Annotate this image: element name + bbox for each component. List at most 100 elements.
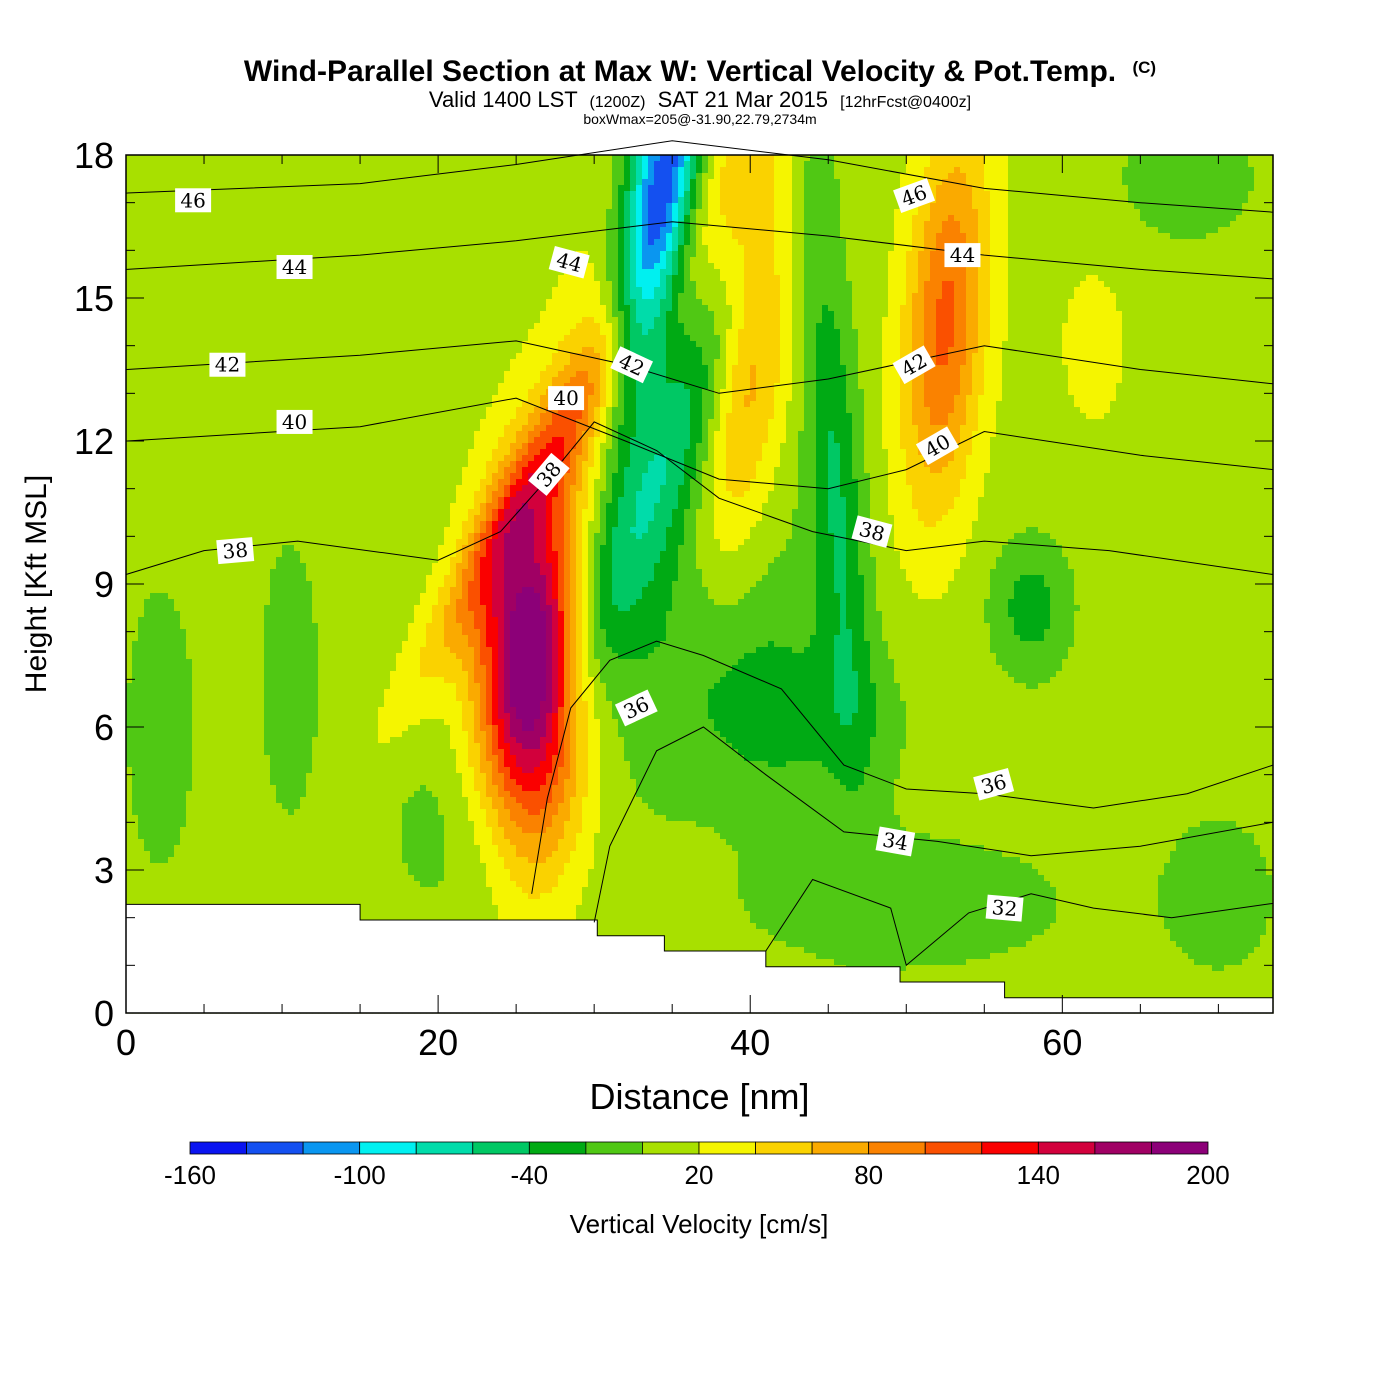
- velocity-cell: [720, 155, 727, 162]
- velocity-cell: [1140, 185, 1147, 192]
- velocity-cell: [612, 203, 619, 210]
- velocity-cell: [942, 161, 949, 168]
- velocity-cell: [444, 155, 451, 162]
- velocity-cell: [780, 203, 787, 210]
- velocity-cell: [684, 155, 691, 162]
- velocity-cell: [744, 173, 751, 180]
- velocity-cell: [354, 173, 361, 180]
- velocity-cell: [594, 191, 601, 198]
- velocity-cell: [1074, 179, 1081, 186]
- velocity-cell: [294, 191, 301, 198]
- velocity-cell: [978, 203, 985, 210]
- velocity-cell: [642, 197, 649, 204]
- velocity-cell: [588, 173, 595, 180]
- velocity-cell: [1086, 185, 1093, 192]
- velocity-cell: [864, 167, 871, 174]
- velocity-cell: [1194, 185, 1201, 192]
- velocity-cell: [216, 191, 223, 198]
- velocity-cell: [1008, 161, 1015, 168]
- velocity-cell: [1008, 155, 1015, 162]
- velocity-cell: [636, 161, 643, 168]
- velocity-cell: [144, 161, 151, 168]
- velocity-cell: [546, 155, 553, 162]
- velocity-cell: [1266, 155, 1273, 162]
- velocity-cell: [564, 179, 571, 186]
- velocity-cell: [252, 161, 259, 168]
- velocity-cell: [906, 161, 913, 168]
- velocity-cell: [1200, 173, 1207, 180]
- velocity-cell: [492, 179, 499, 186]
- velocity-cell: [1218, 191, 1225, 198]
- velocity-cell: [1122, 191, 1129, 198]
- velocity-cell: [894, 161, 901, 168]
- velocity-cell: [888, 155, 895, 162]
- velocity-cell: [426, 197, 433, 204]
- velocity-cell: [672, 197, 679, 204]
- velocity-cell: [582, 173, 589, 180]
- velocity-cell: [996, 155, 1003, 162]
- velocity-cell: [1080, 179, 1087, 186]
- velocity-cell: [468, 197, 475, 204]
- velocity-cell: [342, 155, 349, 162]
- velocity-cell: [810, 167, 817, 174]
- velocity-cell: [336, 191, 343, 198]
- velocity-cell: [270, 161, 277, 168]
- velocity-cell: [558, 179, 565, 186]
- velocity-cell: [216, 155, 223, 162]
- velocity-cell: [342, 191, 349, 198]
- velocity-cell: [858, 203, 865, 210]
- velocity-cell: [888, 203, 895, 210]
- velocity-cell: [630, 155, 637, 162]
- velocity-cell: [768, 155, 775, 162]
- velocity-cell: [600, 203, 607, 210]
- velocity-cell: [1182, 161, 1189, 168]
- velocity-cell: [648, 203, 655, 210]
- velocity-cell: [948, 167, 955, 174]
- velocity-cell: [816, 161, 823, 168]
- velocity-cell: [408, 203, 415, 210]
- velocity-cell: [624, 197, 631, 204]
- velocity-cell: [126, 155, 133, 162]
- velocity-cell: [1134, 191, 1141, 198]
- velocity-cell: [150, 167, 157, 174]
- velocity-cell: [1104, 173, 1111, 180]
- velocity-cell: [756, 203, 763, 210]
- velocity-cell: [234, 173, 241, 180]
- velocity-cell: [1224, 155, 1231, 162]
- velocity-cell: [288, 197, 295, 204]
- velocity-cell: [558, 191, 565, 198]
- velocity-cell: [1194, 179, 1201, 186]
- velocity-cell: [312, 197, 319, 204]
- velocity-cell: [726, 185, 733, 192]
- velocity-cell: [762, 179, 769, 186]
- velocity-cell: [222, 155, 229, 162]
- velocity-cell: [996, 179, 1003, 186]
- velocity-cell: [636, 167, 643, 174]
- velocity-cell: [828, 203, 835, 210]
- velocity-cell: [1116, 191, 1123, 198]
- velocity-cell: [1098, 161, 1105, 168]
- velocity-cell: [810, 173, 817, 180]
- velocity-cell: [186, 155, 193, 162]
- velocity-cell: [456, 203, 463, 210]
- velocity-cell: [138, 173, 145, 180]
- velocity-cell: [654, 191, 661, 198]
- velocity-cell: [1188, 167, 1195, 174]
- velocity-cell: [1092, 185, 1099, 192]
- velocity-cell: [570, 167, 577, 174]
- velocity-cell: [1212, 191, 1219, 198]
- velocity-cell: [1194, 167, 1201, 174]
- velocity-cell: [348, 185, 355, 192]
- velocity-cell: [852, 203, 859, 210]
- velocity-cell: [1002, 191, 1009, 198]
- velocity-cell: [846, 155, 853, 162]
- velocity-cell: [1158, 161, 1165, 168]
- velocity-cell: [600, 155, 607, 162]
- velocity-cell: [876, 155, 883, 162]
- velocity-cell: [432, 179, 439, 186]
- velocity-cell: [252, 155, 259, 162]
- velocity-cell: [510, 203, 517, 210]
- velocity-cell: [564, 167, 571, 174]
- velocity-cell: [330, 191, 337, 198]
- chart-subtitle: Valid 1400 LST (1200Z) SAT 21 Mar 2015 […: [429, 87, 971, 112]
